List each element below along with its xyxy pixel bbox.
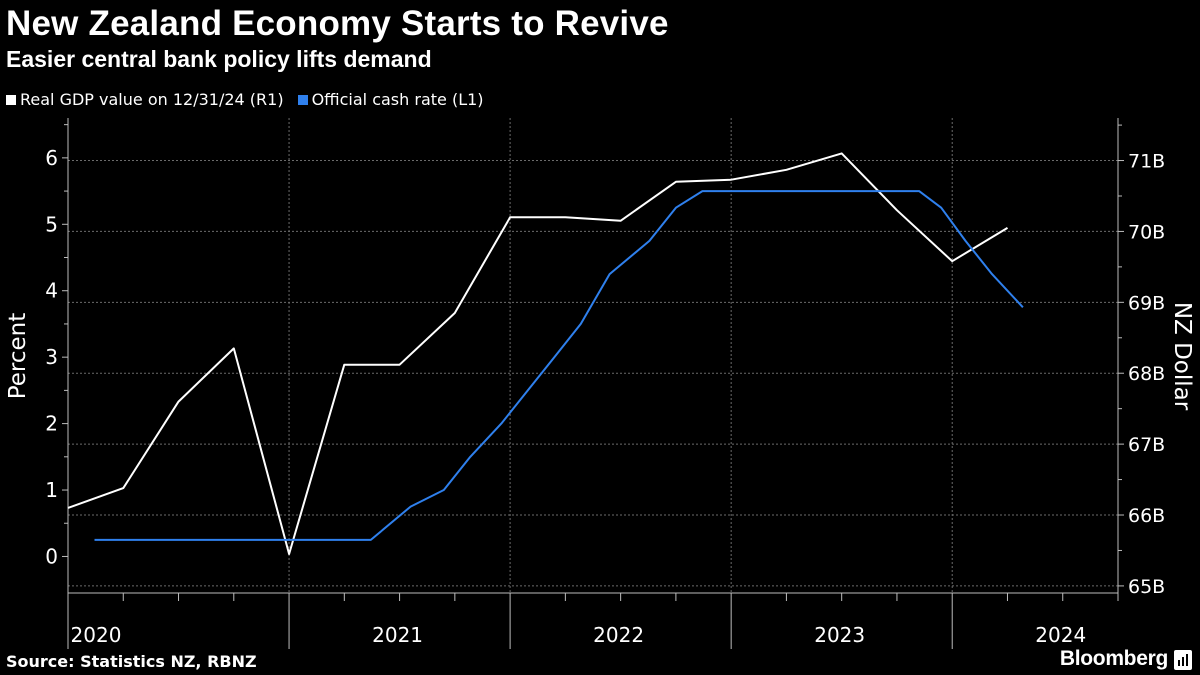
bloomberg-badge-icon bbox=[1174, 650, 1192, 670]
bloomberg-logo: Bloomberg bbox=[1059, 647, 1168, 670]
y-left-tick-label: 1 bbox=[45, 478, 58, 502]
y-left-tick-label: 3 bbox=[45, 345, 58, 369]
series-line-gdp bbox=[67, 152, 1009, 555]
legend-swatch-gdp bbox=[6, 94, 16, 105]
y-axis-label-right: NZ Dollar bbox=[1169, 302, 1195, 411]
legend: Real GDP value on 12/31/24 (R1) Official… bbox=[6, 90, 498, 109]
y-left-tick-label: 0 bbox=[45, 544, 58, 568]
legend-label-gdp: Real GDP value on 12/31/24 (R1) bbox=[20, 90, 284, 109]
legend-swatch-ocr bbox=[297, 94, 308, 105]
y-right-tick-label: 70B bbox=[1128, 221, 1165, 243]
y-right-tick-label: 68B bbox=[1128, 363, 1165, 385]
legend-item-ocr: Official cash rate (L1) bbox=[297, 90, 484, 109]
x-year-label: 2023 bbox=[814, 623, 865, 647]
y-right-tick-label: 66B bbox=[1128, 505, 1165, 527]
y-right-tick-label: 65B bbox=[1128, 576, 1165, 598]
y-axis-label-left: Percent bbox=[5, 313, 31, 400]
series-line-ocr bbox=[94, 190, 1024, 541]
chart-subtitle: Easier central bank policy lifts demand bbox=[6, 46, 432, 72]
y-left-tick-label: 6 bbox=[45, 146, 58, 170]
y-left-tick-label: 4 bbox=[45, 279, 58, 303]
y-left-tick-label: 5 bbox=[45, 212, 58, 236]
y-right-tick-label: 69B bbox=[1128, 292, 1165, 314]
y-right-tick-label: 67B bbox=[1128, 434, 1165, 456]
series-lines bbox=[67, 152, 1024, 555]
x-year-label: 2024 bbox=[1035, 623, 1086, 647]
x-year-label: 2021 bbox=[372, 623, 423, 647]
legend-item-gdp: Real GDP value on 12/31/24 (R1) bbox=[6, 90, 284, 109]
chart-title: New Zealand Economy Starts to Revive bbox=[6, 4, 669, 43]
x-year-label: 2022 bbox=[593, 623, 644, 647]
legend-label-ocr: Official cash rate (L1) bbox=[311, 90, 484, 109]
x-year-label: 2020 bbox=[71, 623, 122, 647]
y-right-tick-label: 71B bbox=[1128, 151, 1165, 173]
source-note: Source: Statistics NZ, RBNZ bbox=[6, 652, 257, 671]
y-left-tick-label: 2 bbox=[45, 412, 58, 436]
axes: 0 1 2 3 4 5 6 65B 66B 67B 68B 69B 70B 71B 2020 2021 2022… bbox=[45, 118, 1165, 649]
